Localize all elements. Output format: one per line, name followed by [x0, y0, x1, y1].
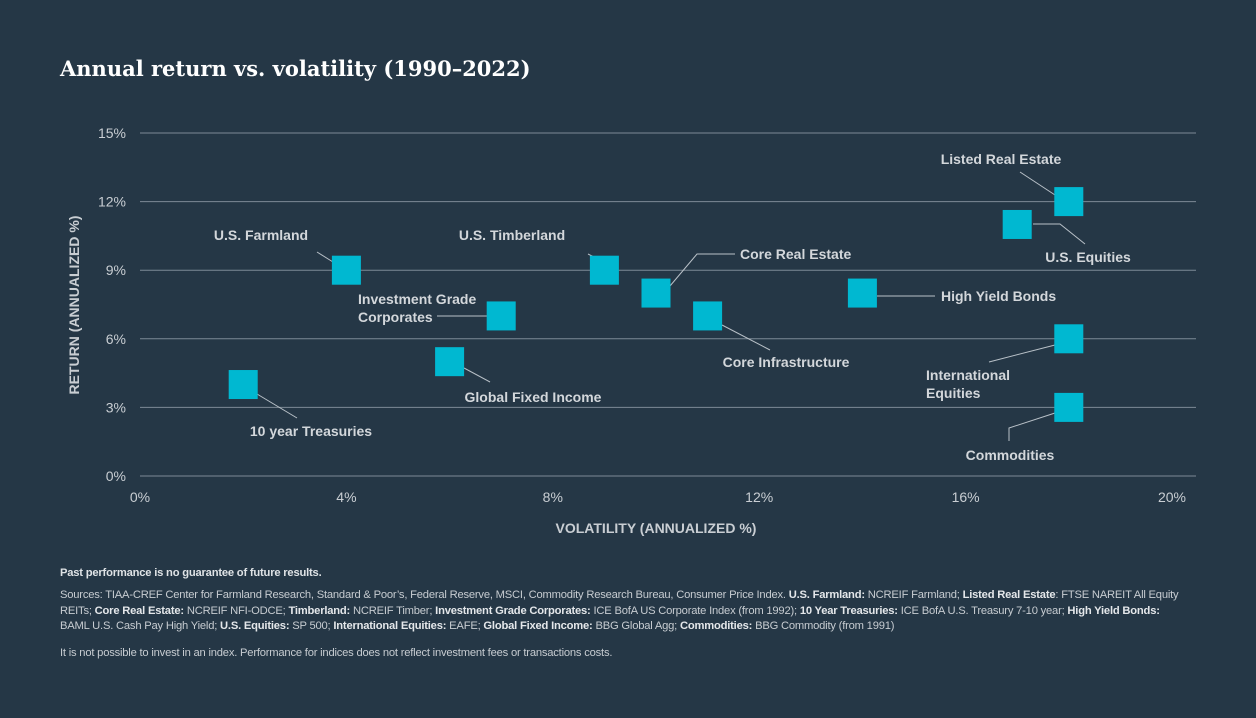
data-point-marker	[1002, 209, 1032, 239]
sources-segment: Investment Grade Corporates:	[435, 604, 591, 617]
data-point-marker	[847, 278, 877, 308]
x-tick-label: 0%	[130, 489, 150, 505]
disclaimer: Past performance is no guarantee of futu…	[60, 567, 322, 579]
sources-segment: ICE BofA US Corporate Index (from 1992);	[590, 604, 800, 617]
sources-segment: Global Fixed Income:	[483, 620, 593, 632]
x-tick-label: 16%	[952, 489, 980, 505]
leader-line	[316, 251, 334, 263]
data-point-marker	[486, 301, 516, 331]
point-label-line: Corporates	[358, 309, 433, 325]
sources-segment: Timberland:	[288, 604, 351, 617]
sources-segment: Core Real Estate:	[94, 604, 184, 617]
point-label: Core Infrastructure	[723, 354, 850, 370]
sources-segment: NCREIF Timber;	[350, 604, 436, 617]
sources-segment: : FTSE NAREIT All Equity REITs;	[60, 589, 1179, 617]
leader-lines	[256, 171, 1086, 441]
point-labels: Listed Real Estate U.S. Equities U.S. Farm…	[214, 151, 1131, 463]
sources-segment: NCREIF Farmland;	[864, 589, 963, 601]
point-label: Commodities	[966, 447, 1055, 463]
leader-line	[463, 367, 491, 383]
sources-segment: International Equities:	[333, 620, 447, 632]
sources-segment: 10 Year Treasuries:	[799, 604, 898, 617]
sources-segment: BBG Commodity (from 1991)	[752, 620, 895, 632]
data-point-marker	[435, 347, 465, 377]
x-axis-label: VOLATILITY (ANNUALIZED %)	[556, 520, 757, 536]
sources-segment: U.S. Farmland:	[788, 589, 865, 601]
point-label: High Yield Bonds	[941, 288, 1056, 304]
point-label-line: Investment Grade	[358, 291, 476, 307]
tick-labels: 0% 3% 6% 9% 12% 15% 0% 4% 8% 12% 16% 20%	[98, 125, 1186, 505]
y-tick-label: 3%	[106, 399, 126, 415]
point-label: International Equities	[926, 367, 1010, 401]
sources-segment: Sources: TIAA-CREF Center for Farmland R…	[60, 589, 789, 601]
x-tick-label: 12%	[745, 489, 773, 505]
data-points	[228, 187, 1084, 422]
leader-line	[988, 344, 1056, 363]
gridlines	[140, 132, 1196, 477]
index-note: It is not possible to invest in an index…	[60, 647, 613, 659]
data-point-marker	[589, 255, 619, 285]
x-tick-label: 8%	[543, 489, 563, 505]
data-point-marker	[331, 255, 361, 285]
point-label-line: Equities	[926, 385, 981, 401]
point-label: Core Real Estate	[740, 246, 851, 262]
sources-segment: Commodities:	[679, 620, 753, 632]
x-tick-label: 20%	[1158, 489, 1186, 505]
y-tick-label: 6%	[106, 331, 126, 347]
sources-segment: ICE BofA U.S. Treasury 7-10 year;	[897, 604, 1068, 617]
sources-segment: SP 500;	[289, 620, 334, 632]
data-point-marker	[1054, 392, 1084, 422]
leader-line	[1033, 223, 1086, 245]
sources-segment: BAML U.S. Cash Pay High Yield;	[60, 620, 221, 632]
y-tick-label: 15%	[98, 125, 126, 141]
point-label: Global Fixed Income	[465, 389, 602, 405]
leader-line	[721, 324, 771, 351]
data-point-marker	[1054, 187, 1084, 217]
x-tick-label: 4%	[336, 489, 356, 505]
y-tick-label: 12%	[98, 194, 126, 210]
sources-segment: U.S. Equities:	[220, 620, 290, 632]
y-axis-label: RETURN (ANNUALIZED %)	[66, 216, 82, 395]
sources-segment: High Yield Bonds:	[1067, 604, 1160, 617]
sources-segment: BBG Global Agg;	[592, 620, 680, 632]
data-point-marker	[641, 278, 671, 308]
sources-note: Sources: TIAA-CREF Center for Farmland R…	[60, 588, 1190, 635]
point-label: U.S. Farmland	[214, 227, 308, 243]
point-label: U.S. Timberland	[459, 227, 565, 243]
leader-line	[1008, 412, 1056, 441]
point-label-line: International	[926, 367, 1010, 383]
leader-line	[256, 393, 298, 419]
leader-line	[669, 253, 735, 287]
sources-segment: NCREIF NFI-ODCE;	[183, 604, 289, 617]
point-label: U.S. Equities	[1045, 249, 1131, 265]
data-point-marker	[228, 370, 258, 400]
point-label: Investment Grade Corporates	[358, 291, 476, 325]
chart-title: Annual return vs. volatility (1990–2022)	[60, 56, 531, 81]
sources-segment: EAFE;	[446, 620, 484, 632]
sources-segment: Listed Real Estate	[962, 589, 1056, 601]
point-label: 10 year Treasuries	[250, 423, 372, 439]
y-tick-label: 0%	[106, 468, 126, 484]
data-point-marker	[1054, 324, 1084, 354]
y-tick-label: 9%	[106, 262, 126, 278]
data-point-marker	[693, 301, 723, 331]
leader-line	[1019, 171, 1056, 196]
point-label: Listed Real Estate	[941, 151, 1062, 167]
